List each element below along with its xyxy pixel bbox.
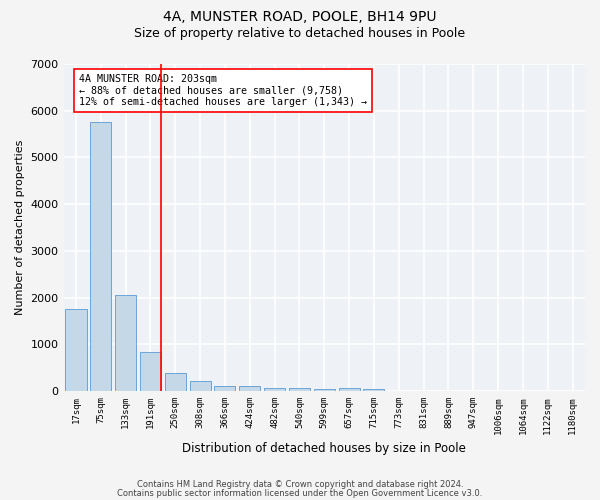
Bar xyxy=(90,122,112,391)
Bar xyxy=(289,388,310,391)
Bar xyxy=(364,389,385,391)
Bar xyxy=(165,373,186,391)
Bar xyxy=(190,381,211,391)
Y-axis label: Number of detached properties: Number of detached properties xyxy=(15,140,25,316)
Bar xyxy=(314,388,335,391)
Bar xyxy=(115,295,136,391)
Bar xyxy=(239,386,260,391)
Bar xyxy=(65,309,86,391)
Bar xyxy=(264,388,285,391)
Text: 4A MUNSTER ROAD: 203sqm
← 88% of detached houses are smaller (9,758)
12% of semi: 4A MUNSTER ROAD: 203sqm ← 88% of detache… xyxy=(79,74,367,107)
X-axis label: Distribution of detached houses by size in Poole: Distribution of detached houses by size … xyxy=(182,442,466,455)
Bar xyxy=(214,386,235,391)
Text: Contains HM Land Registry data © Crown copyright and database right 2024.: Contains HM Land Registry data © Crown c… xyxy=(137,480,463,489)
Text: 4A, MUNSTER ROAD, POOLE, BH14 9PU: 4A, MUNSTER ROAD, POOLE, BH14 9PU xyxy=(163,10,437,24)
Bar xyxy=(338,388,359,391)
Text: Contains public sector information licensed under the Open Government Licence v3: Contains public sector information licen… xyxy=(118,488,482,498)
Bar xyxy=(140,352,161,391)
Text: Size of property relative to detached houses in Poole: Size of property relative to detached ho… xyxy=(134,28,466,40)
